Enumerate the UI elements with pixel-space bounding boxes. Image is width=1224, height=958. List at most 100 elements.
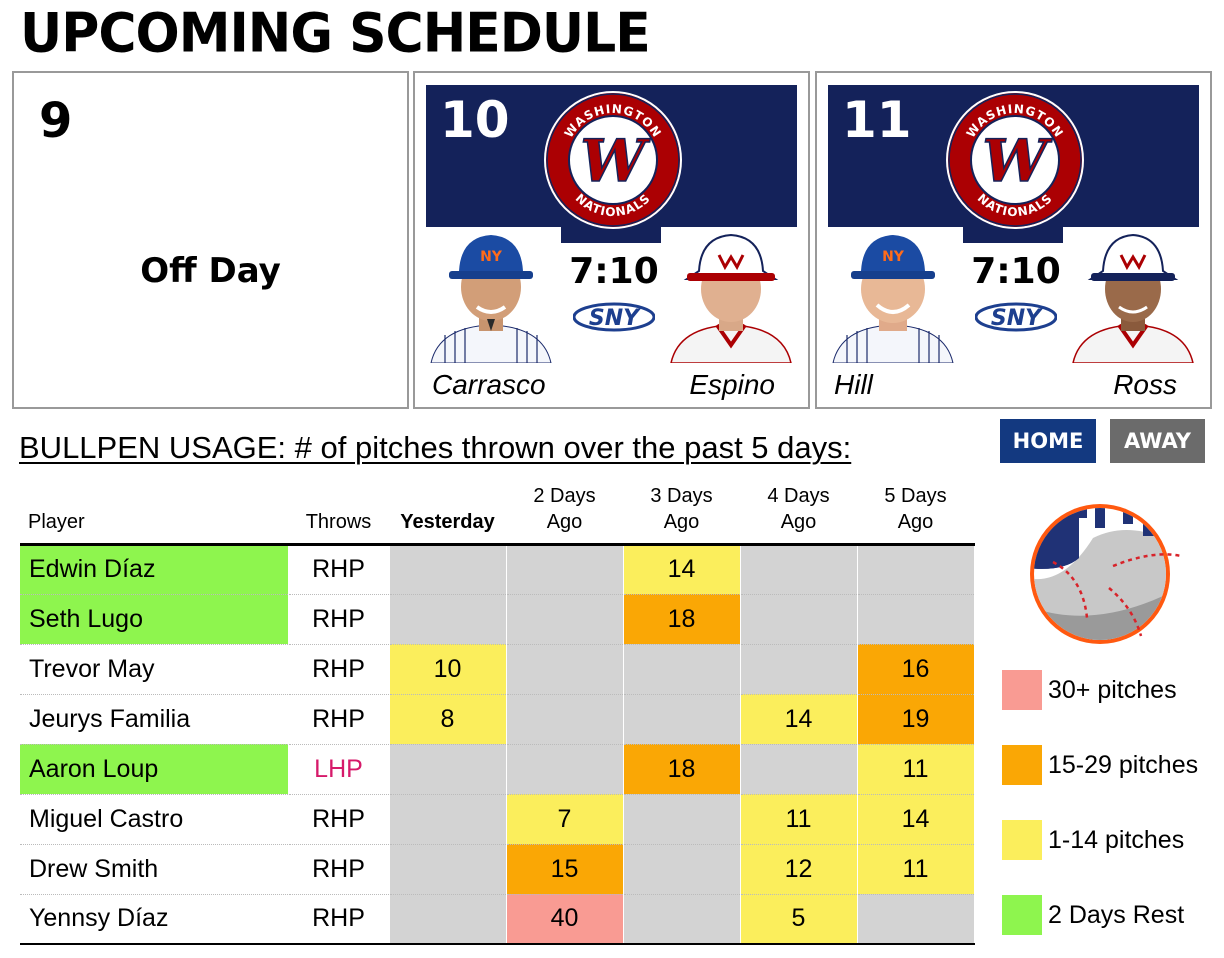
pitch-count-yesterday — [389, 544, 507, 595]
legend-swatch — [1002, 670, 1042, 710]
table-row: Aaron Loup LHP 18 11 — [20, 744, 975, 795]
col-header-player: Player — [20, 478, 288, 546]
pitch-count-3-days-ago — [623, 794, 741, 845]
pitch-count-yesterday — [389, 894, 507, 945]
pitch-count-3-days-ago — [623, 894, 741, 945]
legend-swatch — [1002, 895, 1042, 935]
pitch-count-2-days-ago — [506, 544, 624, 595]
svg-text:W: W — [580, 127, 650, 195]
pitch-count-3-days-ago: 18 — [623, 744, 741, 795]
player-name: Seth Lugo — [20, 594, 289, 645]
legend-label: 30+ pitches — [1048, 675, 1177, 704]
pitch-count-4-days-ago — [740, 744, 858, 795]
pitch-count-2-days-ago — [506, 694, 624, 745]
pitch-count-2-days-ago — [506, 744, 624, 795]
legend-item: 30+ pitches — [1002, 670, 1177, 710]
throws-hand: RHP — [288, 594, 390, 645]
pitch-count-yesterday — [389, 794, 507, 845]
pitch-count-5-days-ago: 11 — [857, 844, 975, 895]
day-number: 11 — [842, 91, 912, 149]
pitch-count-5-days-ago — [857, 594, 975, 645]
table-header-row: Player Throws Yesterday 2 Days Ago 3 Days… — [20, 478, 974, 546]
player-name: Drew Smith — [20, 844, 289, 895]
col-header-3-days-ago: 3 Days Ago — [623, 478, 740, 546]
throws-hand: RHP — [288, 694, 390, 745]
svg-text:SNY: SNY — [991, 306, 1043, 331]
table-row: Miguel Castro RHP 7 11 14 — [20, 794, 975, 845]
col-header-2-days-ago: 2 Days Ago — [506, 478, 623, 546]
home-pitcher-name: Hill — [834, 369, 873, 400]
col-header-throws: Throws — [288, 478, 389, 546]
svg-text:NY: NY — [882, 249, 905, 265]
player-name: Jeurys Familia — [20, 694, 289, 745]
pitch-count-4-days-ago: 12 — [740, 844, 858, 895]
player-name: Edwin Díaz — [20, 544, 289, 595]
table-row: Trevor May RHP 10 16 — [20, 644, 975, 695]
pitcher-photo-away — [661, 227, 801, 363]
col-header-yesterday: Yesterday — [389, 478, 506, 546]
away-toggle-button[interactable]: AWAY — [1110, 419, 1205, 463]
site-logo-icon — [1030, 504, 1182, 644]
sny-network-icon: SNY — [975, 302, 1057, 332]
pitch-count-5-days-ago: 14 — [857, 794, 975, 845]
player-name: Miguel Castro — [20, 794, 289, 845]
pitch-count-2-days-ago: 7 — [506, 794, 624, 845]
nationals-logo-icon: WASHINGTON NATIONALS W — [946, 91, 1084, 229]
pitch-count-4-days-ago — [740, 644, 858, 695]
day-number: 10 — [440, 91, 510, 149]
away-pitcher-name: Ross — [1113, 369, 1177, 400]
pitch-count-yesterday — [389, 744, 507, 795]
throws-hand: RHP — [288, 644, 390, 695]
pitch-count-yesterday — [389, 844, 507, 895]
pitch-count-yesterday: 8 — [389, 694, 507, 745]
player-name: Yennsy Díaz — [20, 894, 289, 945]
pitch-count-3-days-ago — [623, 844, 741, 895]
pitcher-photo-away — [1063, 227, 1203, 363]
pitch-count-5-days-ago — [857, 894, 975, 945]
pitch-count-5-days-ago: 16 — [857, 644, 975, 695]
throws-hand: RHP — [288, 794, 390, 845]
home-toggle-button[interactable]: HOME — [1000, 419, 1096, 463]
opponent-banner: 11 WASHINGTON NATIONALS W — [828, 85, 1199, 243]
throws-hand: RHP — [288, 894, 390, 945]
legend-item: 2 Days Rest — [1002, 895, 1184, 935]
game-time: 7:10 — [971, 251, 1061, 292]
legend-label: 2 Days Rest — [1048, 900, 1185, 929]
home-pitcher-name: Carrasco — [432, 369, 546, 400]
sny-network-icon: SNY — [573, 302, 655, 332]
table-row: Seth Lugo RHP 18 — [20, 594, 975, 645]
svg-text:SNY: SNY — [589, 306, 641, 331]
player-name: Trevor May — [20, 644, 289, 695]
pitch-count-4-days-ago: 5 — [740, 894, 858, 945]
table-row: Yennsy Díaz RHP 40 5 — [20, 894, 975, 945]
legend-label: 15-29 pitches — [1048, 750, 1199, 779]
pitch-count-2-days-ago: 40 — [506, 894, 624, 945]
table-row: Jeurys Familia RHP 8 14 19 — [20, 694, 975, 745]
pitch-count-3-days-ago — [623, 644, 741, 695]
svg-text:W: W — [982, 127, 1052, 195]
pitch-count-4-days-ago: 11 — [740, 794, 858, 845]
legend-label: 1-14 pitches — [1048, 825, 1185, 854]
game-card-day-9: 9 Off Day — [12, 71, 409, 409]
game-card-day-10[interactable]: 10 WASHINGTON NATIONALS W NY 7:10 — [413, 71, 810, 409]
pitch-count-3-days-ago: 18 — [623, 594, 741, 645]
away-pitcher-name: Espino — [689, 369, 775, 400]
pitcher-photo-home: NY — [823, 227, 963, 363]
pitch-count-4-days-ago: 14 — [740, 694, 858, 745]
pitch-count-5-days-ago: 11 — [857, 744, 975, 795]
nationals-logo-icon: WASHINGTON NATIONALS W — [544, 91, 682, 229]
game-time: 7:10 — [569, 251, 659, 292]
col-header-5-days-ago: 5 Days Ago — [857, 478, 974, 546]
col-header-4-days-ago: 4 Days Ago — [740, 478, 857, 546]
day-number: 9 — [39, 93, 73, 149]
throws-hand: RHP — [288, 844, 390, 895]
game-card-day-11[interactable]: 11 WASHINGTON NATIONALS W NY 7:10 — [815, 71, 1212, 409]
pitch-count-5-days-ago: 19 — [857, 694, 975, 745]
legend-item: 15-29 pitches — [1002, 745, 1198, 785]
pitch-count-3-days-ago — [623, 694, 741, 745]
svg-text:NY: NY — [480, 249, 503, 265]
table-row: Drew Smith RHP 15 12 11 — [20, 844, 975, 895]
pitch-count-2-days-ago: 15 — [506, 844, 624, 895]
opponent-banner: 10 WASHINGTON NATIONALS W — [426, 85, 797, 243]
pitch-count-2-days-ago — [506, 594, 624, 645]
